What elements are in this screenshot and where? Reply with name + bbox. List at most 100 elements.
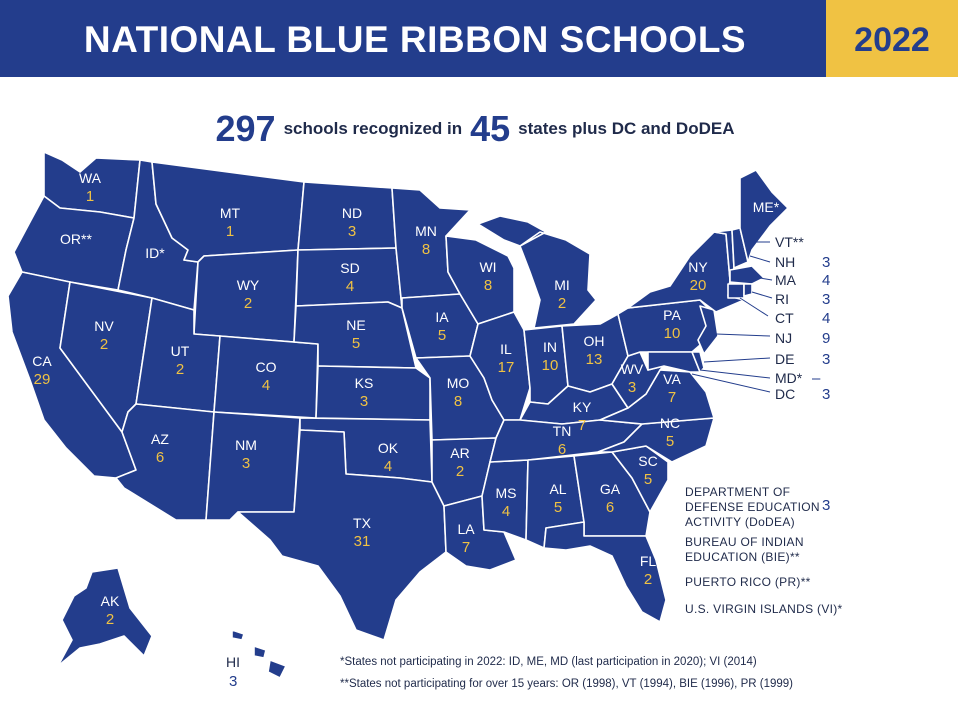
ne-code-md: MD* <box>775 370 803 386</box>
state-value-label: 10 <box>664 325 681 342</box>
state-shape-nc[interactable] <box>597 417 715 463</box>
ne-code-de: DE <box>775 351 795 367</box>
bie-line-2: EDUCATION (BIE)** <box>685 550 800 564</box>
state-value-label: 31 <box>354 533 371 550</box>
state-code-label: MI <box>554 277 570 293</box>
state-code-label: NC <box>660 415 680 431</box>
ne-value-dc: 3 <box>822 386 831 403</box>
hi-value: 3 <box>229 673 238 690</box>
state-value-label: 2 <box>244 295 252 312</box>
footnote-2: **States not participating for over 15 y… <box>340 678 793 690</box>
state-value-label: 6 <box>156 449 164 466</box>
state-code-label: UT <box>171 343 190 359</box>
state-code-label: MN <box>415 223 437 239</box>
state-shape-ri[interactable] <box>743 283 753 297</box>
summary-text-2: states plus DC and DoDEA <box>518 119 735 138</box>
state-code-label: OR** <box>60 231 92 247</box>
state-code-label: SD <box>340 260 359 276</box>
state-value-label: 8 <box>454 393 462 410</box>
footnote-1: *States not participating in 2022: ID, M… <box>340 656 757 668</box>
state-code-label: AK <box>101 593 120 609</box>
ne-value-ct: 4 <box>822 310 831 327</box>
state-code-label: OH <box>584 333 605 349</box>
ne-value-ri: 3 <box>822 291 831 308</box>
state-shape-nm[interactable] <box>205 411 301 521</box>
state-count: 45 <box>470 108 511 149</box>
summary-line: 297 schools recognized in 45 states plus DC… <box>0 108 958 150</box>
state-code-label: IN <box>543 339 557 355</box>
state-shape-hi[interactable] <box>231 629 287 679</box>
state-value-label: 7 <box>462 539 470 556</box>
state-shape-ct[interactable] <box>727 283 745 299</box>
state-value-label: 5 <box>554 499 562 516</box>
state-code-label: WI <box>479 259 496 275</box>
vi-label: U.S. VIRGIN ISLANDS (VI)* <box>685 602 843 616</box>
school-count: 297 <box>215 108 276 149</box>
state-code-label: NE <box>346 317 365 333</box>
state-code-label: MS <box>496 485 517 501</box>
state-code-label: PA <box>663 307 681 323</box>
state-value-label: 8 <box>484 277 492 294</box>
state-code-label: LA <box>457 521 475 537</box>
state-value-label: 29 <box>34 371 51 388</box>
state-value-label: 3 <box>348 223 356 240</box>
state-value-label: 1 <box>226 223 234 240</box>
state-value-label: 4 <box>262 377 270 394</box>
state-code-label: AL <box>549 481 566 497</box>
state-shape-fl[interactable] <box>543 521 667 623</box>
state-shape-tx[interactable] <box>237 429 447 641</box>
page-title: NATIONAL BLUE RIBBON SCHOOLS <box>83 19 747 60</box>
state-value-label: 2 <box>456 463 464 480</box>
summary-text-1: schools recognized in <box>283 119 463 138</box>
ne-value-md: – <box>812 370 821 387</box>
state-code-label: IL <box>500 341 512 357</box>
state-code-label: AZ <box>151 431 169 447</box>
dodea-line-3: ACTIVITY (DoDEA) <box>685 515 795 529</box>
state-value-label: 8 <box>422 241 430 258</box>
state-code-label: WV <box>621 361 644 377</box>
state-value-label: 5 <box>666 433 674 450</box>
state-value-label: 2 <box>558 295 566 312</box>
state-code-label: GA <box>600 481 621 497</box>
state-shape-ma[interactable] <box>729 265 765 285</box>
state-code-label: ME* <box>753 199 780 215</box>
state-code-label: IA <box>435 309 449 325</box>
state-value-label: 2 <box>176 361 184 378</box>
state-code-label: ND <box>342 205 362 221</box>
state-value-label: 2 <box>644 571 652 588</box>
state-value-label: 2 <box>100 336 108 353</box>
state-value-label: 4 <box>384 458 392 475</box>
state-value-label: 5 <box>438 327 446 344</box>
state-value-label: 17 <box>498 359 515 376</box>
ne-code-dc: DC <box>775 386 796 402</box>
state-code-label: SC <box>638 453 657 469</box>
bie-label: BUREAU OF INDIAN EDUCATION (BIE)** <box>685 535 804 565</box>
state-shape-me[interactable] <box>739 169 789 263</box>
state-code-label: MT <box>220 205 241 221</box>
ne-value-nj: 9 <box>822 330 831 347</box>
state-code-label: FL <box>640 553 657 569</box>
ne-value-ma: 4 <box>822 272 831 289</box>
state-value-label: 6 <box>606 499 614 516</box>
state-code-label: CA <box>32 353 52 369</box>
state-code-label: ID* <box>145 245 165 261</box>
state-code-label: WA <box>79 170 102 186</box>
state-code-label: KS <box>355 375 374 391</box>
state-value-label: 7 <box>578 417 586 434</box>
ne-code-nh: NH <box>775 254 796 270</box>
state-value-label: 5 <box>644 471 652 488</box>
state-shape-ak[interactable] <box>57 567 153 667</box>
state-shape-mi[interactable] <box>477 215 597 329</box>
state-value-label: 20 <box>690 277 707 294</box>
state-code-label: WY <box>237 277 260 293</box>
state-code-label: OK <box>378 440 399 456</box>
year-badge: 2022 <box>826 0 958 77</box>
state-value-label: 4 <box>502 503 510 520</box>
state-value-label: 7 <box>668 389 676 406</box>
ne-value-de: 3 <box>822 351 831 368</box>
state-value-label: 3 <box>628 379 636 396</box>
state-code-label: AR <box>450 445 469 461</box>
state-shape-de[interactable] <box>691 351 705 373</box>
state-code-label: NM <box>235 437 257 453</box>
